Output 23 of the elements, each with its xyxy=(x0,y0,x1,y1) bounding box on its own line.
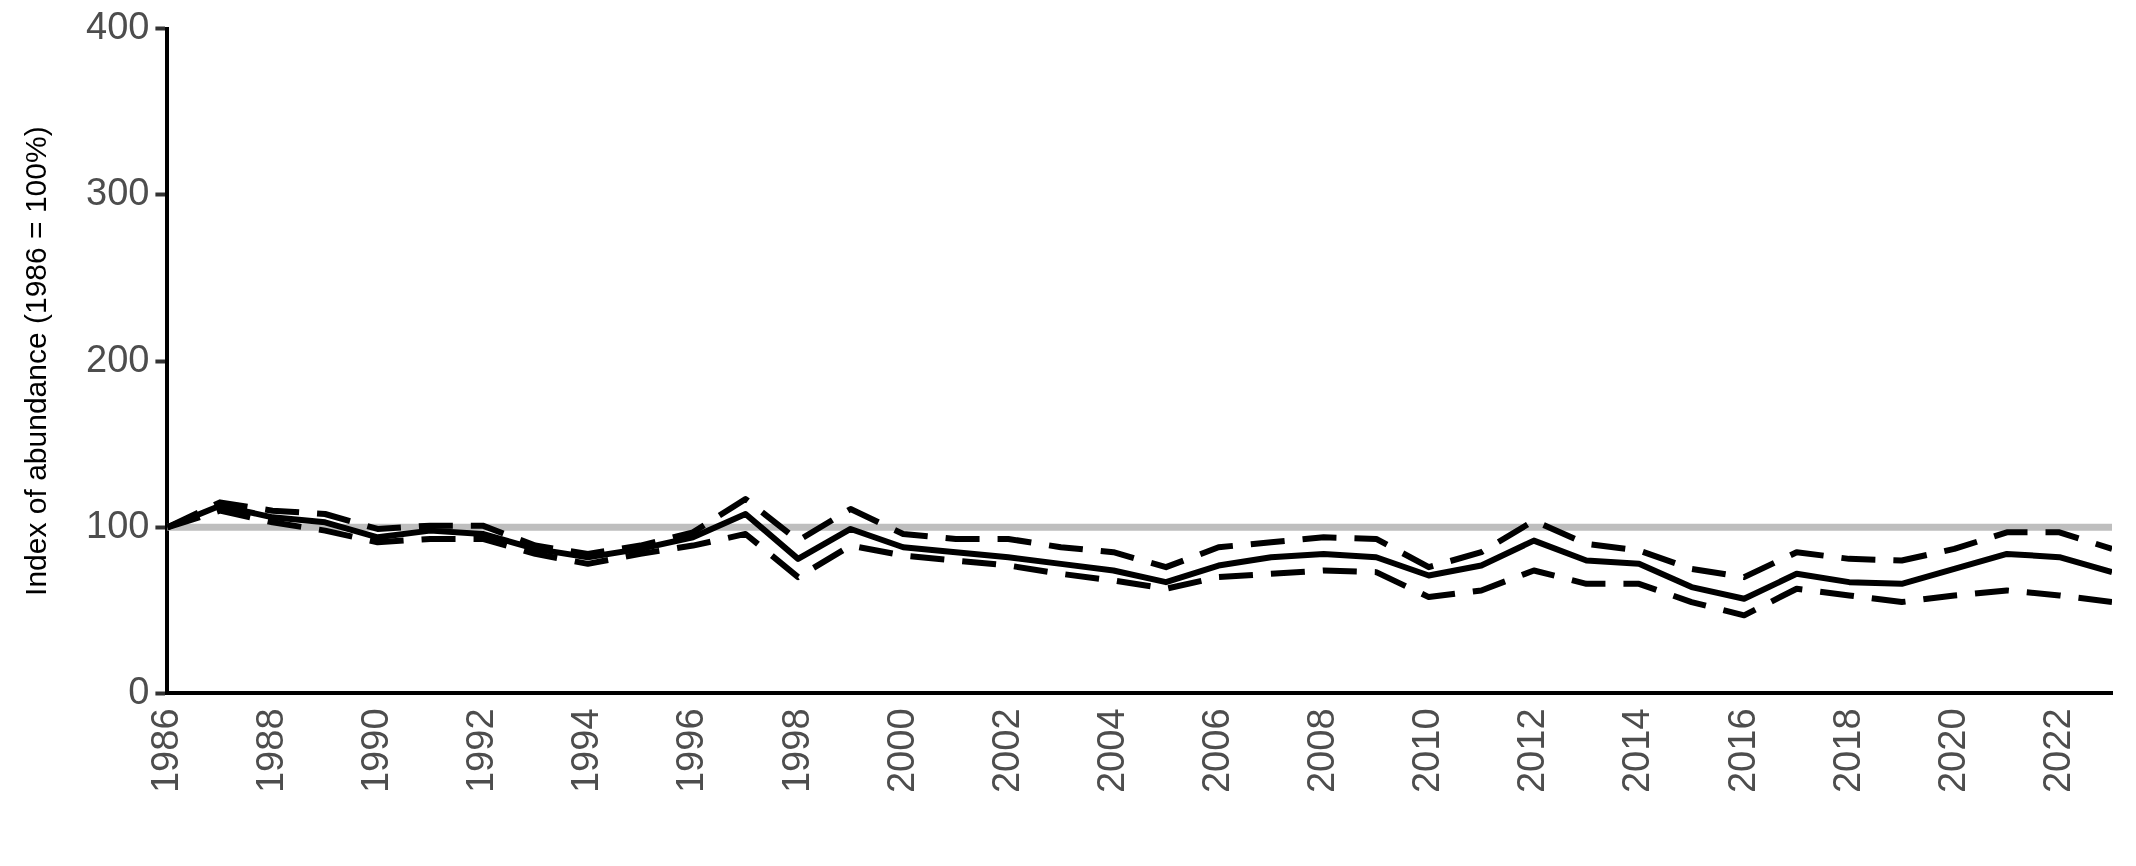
y-tick-label: 200 xyxy=(86,337,150,380)
x-tick-label: 2014 xyxy=(1615,708,1658,794)
x-tick-label: 2016 xyxy=(1720,708,1763,794)
x-tick-label: 1992 xyxy=(459,708,502,794)
x-tick-label: 2004 xyxy=(1089,708,1132,794)
y-tick-label: 400 xyxy=(86,5,150,48)
x-tick-label: 2002 xyxy=(984,708,1027,794)
x-tick-label: 1996 xyxy=(669,708,712,794)
x-tick-label: 2010 xyxy=(1405,708,1448,794)
x-tick-label: 2018 xyxy=(1825,708,1868,794)
x-tick-label: 2022 xyxy=(2035,708,2078,794)
x-tick-label: 2012 xyxy=(1510,708,1553,794)
x-tick-label: 1990 xyxy=(354,708,397,794)
x-tick-label: 1988 xyxy=(249,708,291,794)
x-tick-label: 2006 xyxy=(1195,708,1238,794)
x-tick-label: 1994 xyxy=(564,708,607,794)
y-tick-label: 100 xyxy=(86,503,150,546)
y-axis-title: Index of abundance (1986 = 100%) xyxy=(19,126,53,596)
x-tick-label: 2000 xyxy=(879,708,922,794)
x-tick-label: 2008 xyxy=(1300,708,1343,794)
x-tick-label: 1998 xyxy=(774,708,817,794)
x-tick-label: 2020 xyxy=(1930,708,1973,794)
y-tick-label: 300 xyxy=(86,171,150,214)
